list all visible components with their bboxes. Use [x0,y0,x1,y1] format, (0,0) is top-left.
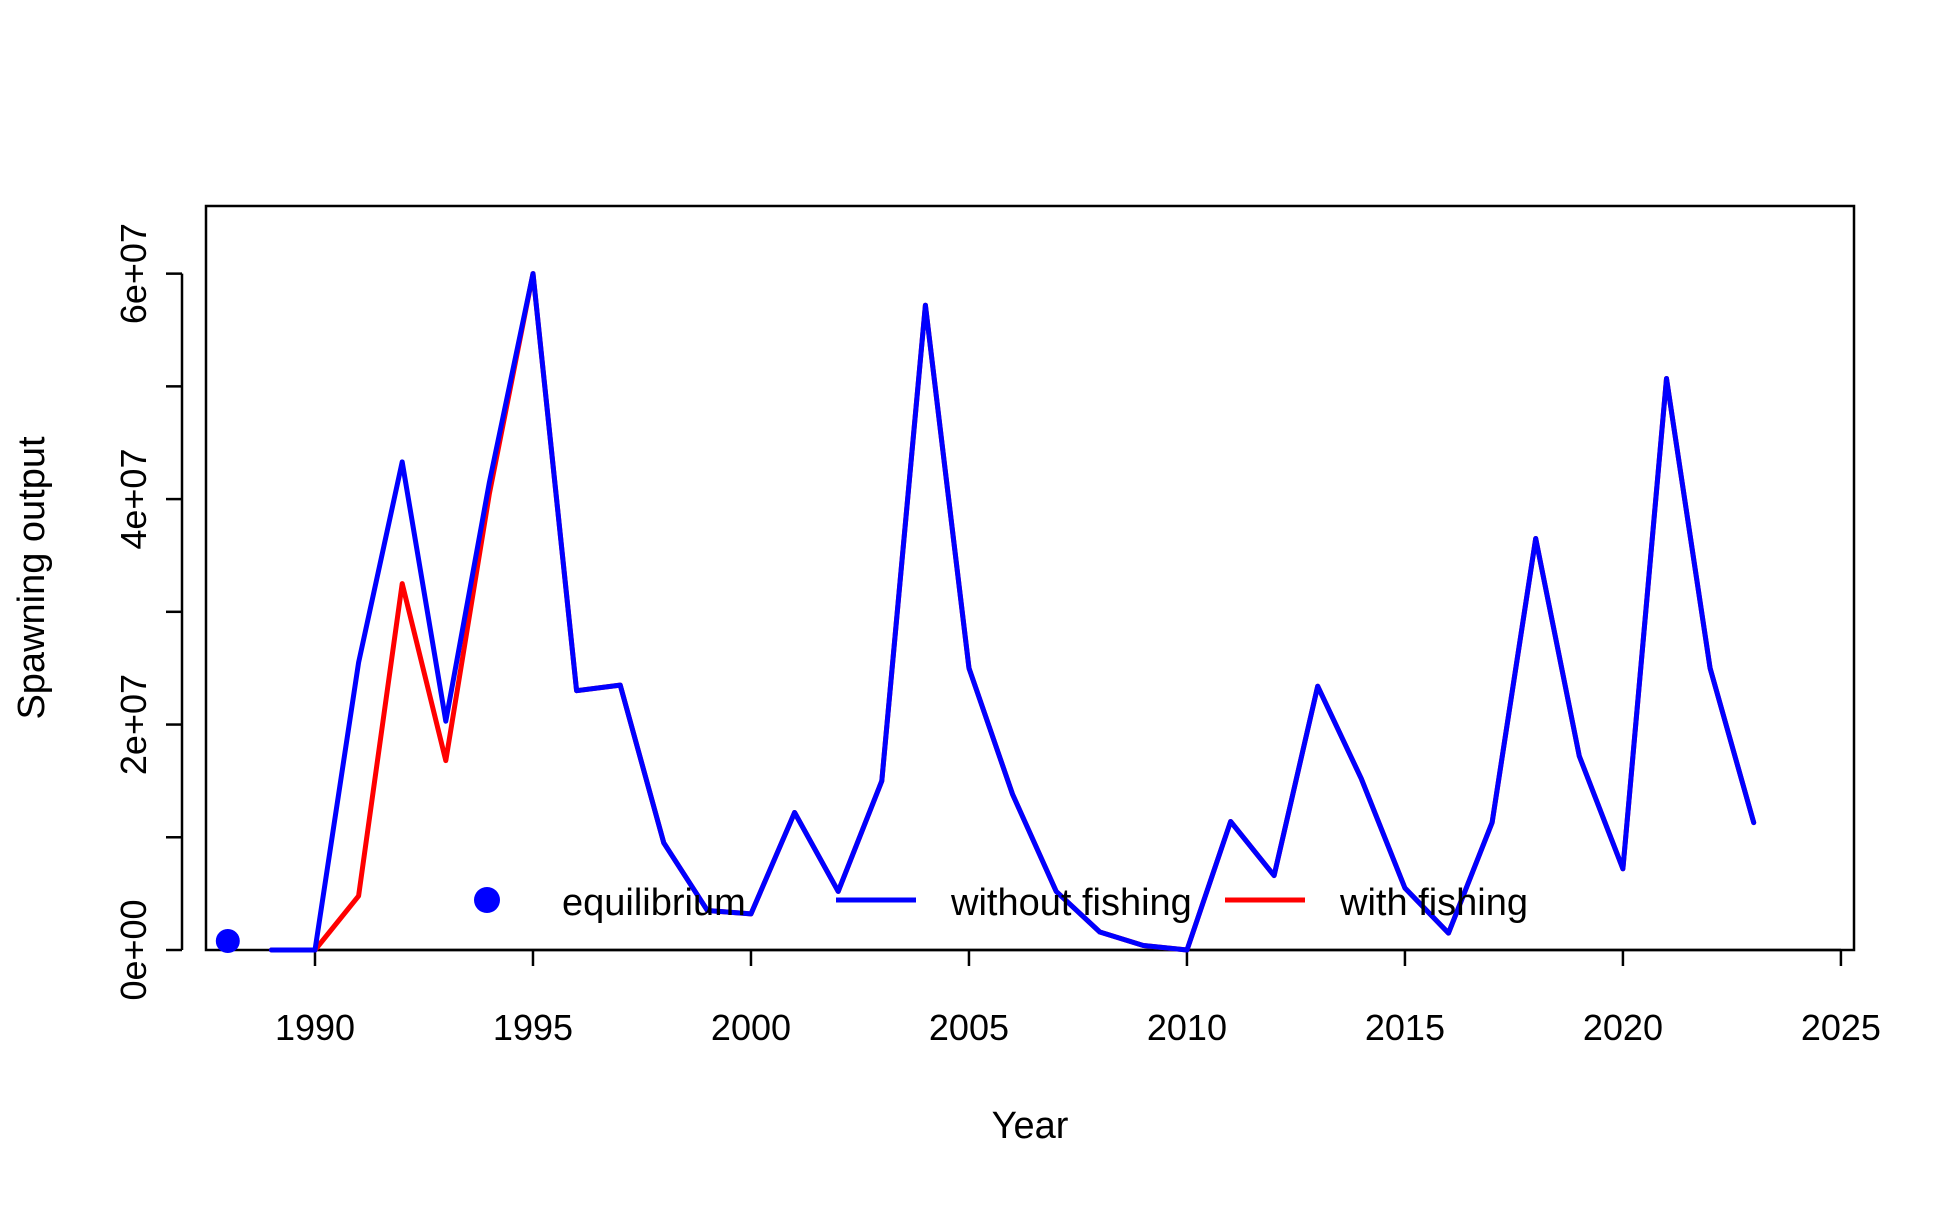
legend-without-fishing-label: without fishing [950,882,1192,924]
series-line-without-fishing [268,271,1757,953]
y-tick-label: 4e+07 [113,449,154,550]
legend-with-fishing-label: with fishing [1339,882,1528,924]
x-tick-label: 2025 [1801,1007,1881,1048]
series-line-with-fishing [268,271,1757,953]
y-axis: 0e+00 2e+07 4e+07 6e+07 [113,223,184,1001]
equilibrium-point [215,928,240,953]
x-axis-title: Year [992,1105,1069,1147]
y-tick-label: 6e+07 [113,223,154,324]
y-tick-label: 0e+00 [113,899,154,1000]
x-tick-label: 2005 [929,1007,1009,1048]
x-tick-label: 2015 [1365,1007,1445,1048]
x-tick-label: 1995 [493,1007,573,1048]
x-tick-label: 2020 [1583,1007,1663,1048]
x-axis: 1990 1995 2000 2005 2010 2015 2020 2025 [275,948,1881,1048]
y-axis-title: Spawning output [11,436,53,720]
x-tick-label: 2000 [711,1007,791,1048]
x-tick-label: 1990 [275,1007,355,1048]
y-tick-label: 2e+07 [113,674,154,775]
legend-equilibrium-label: equilibrium [562,882,746,924]
legend-equilibrium-marker [474,887,500,913]
legend: equilibrium without fishing with fishing [474,882,1528,924]
x-tick-label: 2010 [1147,1007,1227,1048]
series-layer [215,271,1757,953]
